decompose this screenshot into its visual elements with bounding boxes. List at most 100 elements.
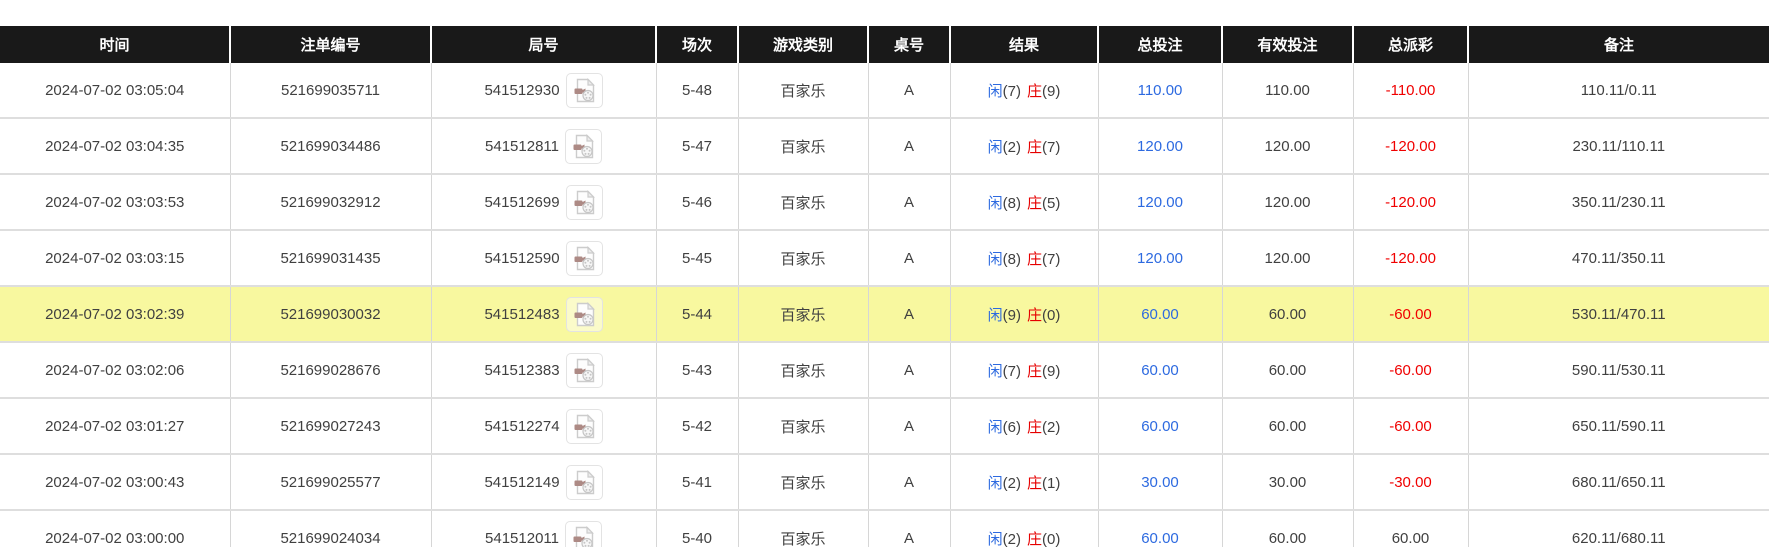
result-banker-score: (9) xyxy=(1042,82,1061,100)
video-replay-button[interactable] xyxy=(565,464,603,500)
cell-time: 2024-07-02 03:00:00 xyxy=(0,509,230,547)
column-header-payout: 总派彩 xyxy=(1352,26,1468,63)
cell-round-number: 541512590 xyxy=(430,229,656,286)
cell-session: 5-47 xyxy=(655,117,738,174)
cell-game-type: 百家乐 xyxy=(737,117,868,174)
cell-round-number: 541512274 xyxy=(430,397,656,454)
video-replay-file-icon xyxy=(574,77,595,102)
cell-payout: -60.00 xyxy=(1352,397,1468,454)
cell-session: 5-44 xyxy=(655,285,738,342)
round-number-group: 541512383 xyxy=(484,352,603,388)
cell-time: 2024-07-02 03:01:27 xyxy=(0,397,230,454)
result-player-label: 闲 xyxy=(987,418,1003,436)
column-header-total_bet: 总投注 xyxy=(1097,26,1222,63)
cell-valid-bet: 60.00 xyxy=(1221,509,1353,547)
cell-total-bet: 120.00 xyxy=(1097,173,1222,230)
cell-time: 2024-07-02 03:05:04 xyxy=(0,63,230,118)
table-row[interactable]: 2024-07-02 03:03:53 521699032912 5415126… xyxy=(0,173,1769,230)
video-replay-button[interactable] xyxy=(565,72,603,108)
result-banker-label: 庄 xyxy=(1027,250,1043,268)
round-number-text: 541512930 xyxy=(484,81,560,99)
cell-session: 5-41 xyxy=(655,453,738,510)
cell-bet-number: 521699030032 xyxy=(229,285,431,342)
cell-payout: -120.00 xyxy=(1352,229,1468,286)
video-replay-file-icon xyxy=(574,469,595,494)
cell-time: 2024-07-02 03:02:06 xyxy=(0,341,230,398)
cell-total-bet: 60.00 xyxy=(1097,397,1222,454)
table-row[interactable]: 2024-07-02 03:05:04 521699035711 5415129… xyxy=(0,63,1769,118)
table-row[interactable]: 2024-07-02 03:01:27 521699027243 5415122… xyxy=(0,397,1769,454)
cell-bet-number: 521699028676 xyxy=(229,341,431,398)
result-banker-score: (1) xyxy=(1042,474,1061,492)
result-player-label: 闲 xyxy=(987,306,1003,324)
column-header-valid_bet: 有效投注 xyxy=(1221,26,1353,63)
result-player-label: 闲 xyxy=(987,194,1003,212)
cell-table-number: A xyxy=(867,229,950,286)
result-player-score: (8) xyxy=(1002,194,1021,212)
result-player-label: 闲 xyxy=(987,530,1003,547)
column-header-time: 时间 xyxy=(0,26,230,63)
result-banker-label: 庄 xyxy=(1027,418,1043,436)
cell-round-number: 541512149 xyxy=(430,453,656,510)
result-player-score: (2) xyxy=(1002,530,1021,547)
table-row[interactable]: 2024-07-02 03:00:00 521699024034 5415120… xyxy=(0,509,1769,547)
round-number-text: 541512811 xyxy=(485,137,559,155)
video-replay-button[interactable] xyxy=(564,128,602,164)
result-banker-label: 庄 xyxy=(1027,530,1043,547)
result-player-score: (6) xyxy=(1002,418,1021,436)
cell-result: 闲(8) 庄(7) xyxy=(949,229,1098,286)
cell-round-number: 541512483 xyxy=(430,285,656,342)
cell-table-number: A xyxy=(867,397,950,454)
result-banker-score: (9) xyxy=(1042,362,1061,380)
cell-game-type: 百家乐 xyxy=(737,229,868,286)
cell-total-bet: 30.00 xyxy=(1097,453,1222,510)
column-header-remark: 备注 xyxy=(1467,26,1769,63)
cell-total-bet: 120.00 xyxy=(1097,117,1222,174)
table-row[interactable]: 2024-07-02 03:02:39 521699030032 5415124… xyxy=(0,285,1769,342)
result-player-score: (7) xyxy=(1002,82,1021,100)
result-player-score: (7) xyxy=(1002,362,1021,380)
round-number-group: 541512930 xyxy=(484,72,603,108)
cell-session: 5-43 xyxy=(655,341,738,398)
cell-remark: 620.11/680.11 xyxy=(1467,509,1769,547)
cell-remark: 350.11/230.11 xyxy=(1467,173,1769,230)
cell-time: 2024-07-02 03:04:35 xyxy=(0,117,230,174)
video-replay-button[interactable] xyxy=(565,184,603,220)
cell-table-number: A xyxy=(867,117,950,174)
result-player-label: 闲 xyxy=(987,82,1003,100)
cell-payout: 60.00 xyxy=(1352,509,1468,547)
video-replay-button[interactable] xyxy=(565,240,603,276)
cell-valid-bet: 60.00 xyxy=(1221,397,1353,454)
video-replay-button[interactable] xyxy=(565,352,603,388)
cell-game-type: 百家乐 xyxy=(737,173,868,230)
table-row[interactable]: 2024-07-02 03:00:43 521699025577 5415121… xyxy=(0,453,1769,510)
cell-result: 闲(9) 庄(0) xyxy=(949,285,1098,342)
result-player-label: 闲 xyxy=(987,362,1003,380)
video-replay-button[interactable] xyxy=(565,296,603,332)
video-replay-file-icon xyxy=(574,189,595,214)
result-banker-score: (0) xyxy=(1042,530,1061,547)
cell-game-type: 百家乐 xyxy=(737,509,868,547)
cell-remark: 650.11/590.11 xyxy=(1467,397,1769,454)
column-header-session: 场次 xyxy=(655,26,738,63)
cell-session: 5-46 xyxy=(655,173,738,230)
video-replay-button[interactable] xyxy=(564,520,602,547)
cell-total-bet: 60.00 xyxy=(1097,509,1222,547)
table-row[interactable]: 2024-07-02 03:04:35 521699034486 5415128… xyxy=(0,117,1769,174)
cell-bet-number: 521699025577 xyxy=(229,453,431,510)
cell-game-type: 百家乐 xyxy=(737,397,868,454)
video-replay-button[interactable] xyxy=(565,408,603,444)
round-number-group: 541512590 xyxy=(484,240,603,276)
round-number-text: 541512483 xyxy=(484,305,560,323)
cell-remark: 110.11/0.11 xyxy=(1467,63,1769,118)
round-number-group: 541512011 xyxy=(485,520,602,547)
table-row[interactable]: 2024-07-02 03:02:06 521699028676 5415123… xyxy=(0,341,1769,398)
result-banker-score: (5) xyxy=(1042,194,1061,212)
cell-table-number: A xyxy=(867,341,950,398)
cell-total-bet: 60.00 xyxy=(1097,285,1222,342)
cell-round-number: 541512811 xyxy=(430,117,656,174)
cell-round-number: 541512383 xyxy=(430,341,656,398)
round-number-group: 541512149 xyxy=(484,464,603,500)
table-row[interactable]: 2024-07-02 03:03:15 521699031435 5415125… xyxy=(0,229,1769,286)
